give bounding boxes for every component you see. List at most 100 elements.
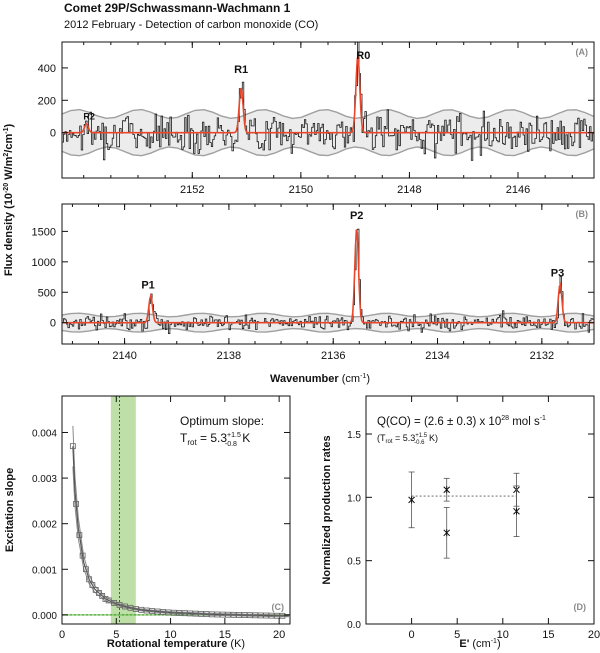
x-tick-label: 2140 [112, 350, 136, 362]
y-tick-label: 0.000 [32, 611, 57, 622]
model-fit-line [62, 229, 594, 324]
slope-point [160, 609, 166, 615]
optimum-slope-value: Trot = 5.3+1.5 -0.8 K [180, 431, 250, 448]
rate-point [513, 507, 520, 515]
slope-curve-upper [72, 425, 289, 616]
x-tick-label: 0 [59, 629, 65, 641]
slope-point [252, 612, 259, 619]
slope-point [187, 610, 194, 617]
y-tick-label: 1.5 [347, 430, 361, 441]
slope-point [105, 597, 112, 604]
optimum-slope-title: Optimum slope: [180, 414, 264, 428]
slope-point [69, 443, 76, 450]
x-tick-label: 2136 [321, 350, 345, 362]
y-tick-label: 0.0 [347, 620, 361, 631]
slope-point [76, 532, 83, 538]
flux-density-ylabel: Flux density (10-20 W/m2/cm-1) [3, 124, 15, 277]
slope-point [102, 596, 109, 602]
x-tick-label: 20 [588, 629, 600, 641]
x-tick-label: 0 [409, 629, 415, 641]
slope-point [230, 611, 237, 618]
y-tick-label: 1.0 [347, 493, 361, 504]
envelope-upper [61, 312, 595, 318]
energy-xlabel: E' (cm-1) [459, 638, 500, 650]
slope-point [111, 600, 118, 606]
x-tick-label: 2148 [397, 184, 421, 196]
y-tick-label: 0 [50, 318, 56, 330]
slope-point [99, 593, 106, 599]
peak-label-p1: P1 [141, 280, 154, 292]
temperature-xlabel: Rotational temperature (K) [107, 638, 245, 650]
slope-point [236, 612, 242, 618]
panel-letter: (B) [576, 209, 589, 219]
panel-b: 2140 2138 2136 2134 2132 0 500 1000 1500 P1 P2 P3 (B… [32, 203, 595, 362]
x-tick-label: 10 [164, 629, 176, 641]
slope-point [143, 607, 150, 614]
slope-point [89, 582, 96, 588]
slope-point [176, 610, 183, 616]
production-rate-annotation: Q(CO) = (2.6 ± 0.3) x 1028 mol s-1 [377, 415, 546, 428]
x-tick-label: 2132 [530, 350, 554, 362]
plot-frame [365, 395, 595, 625]
slope-point [225, 611, 232, 618]
wavenumber-xlabel: Wavenumber (cm-1) [270, 373, 370, 385]
peak-label-r0: R0 [356, 50, 370, 62]
peak-label-p3: P3 [551, 267, 564, 279]
slope-point [181, 610, 188, 617]
panel-d: 0 5 10 15 20 0.0 0.5 1.0 1.5 E' (cm-1) Normalized … [321, 395, 600, 650]
slope-point [79, 552, 86, 559]
x-tick-label: 2146 [506, 184, 530, 196]
x-tick-label: 5 [113, 629, 119, 641]
envelope-upper [61, 108, 595, 120]
slope-point [198, 610, 204, 617]
y-tick-label: 1000 [32, 257, 56, 269]
plot-frame [61, 203, 595, 345]
x-tick-label: 2134 [425, 350, 449, 362]
rate-point [443, 486, 451, 494]
y-tick-label: 200 [38, 95, 56, 107]
slope-point [138, 606, 145, 613]
rate-point [443, 529, 451, 537]
panel-letter: (C) [272, 602, 285, 612]
x-tick-label: 15 [219, 629, 231, 641]
x-tick-label: 10 [497, 629, 509, 641]
panel-letter: (D) [574, 602, 587, 612]
x-tick-label: 5 [454, 629, 460, 641]
peak-label-r2: R2 [83, 112, 95, 122]
slope-point [165, 609, 172, 616]
slope-point [132, 606, 139, 612]
slope-point [246, 612, 253, 619]
slope-point [279, 612, 286, 619]
slope-point [263, 612, 270, 619]
rate-point [408, 496, 415, 504]
slope-point [170, 609, 177, 616]
figure-title: Comet 29P/Schwassmann-Wachmann 1 [64, 1, 291, 15]
figure-subtitle: 2012 February - Detection of carbon mono… [64, 19, 318, 31]
x-tick-label: 2138 [217, 350, 241, 362]
rotational-temperature-annotation: (Trot = 5.3+1.5 -0.6 K) [377, 433, 438, 446]
slope-point [219, 611, 226, 618]
model-fit-line [62, 55, 594, 134]
slope-curve-lower [72, 466, 289, 618]
slope-point [268, 612, 275, 619]
slope-point [208, 611, 215, 618]
excitation-slope-ylabel: Excitation slope [4, 468, 16, 552]
y-tick-label: 1500 [32, 226, 56, 238]
slope-point [241, 612, 248, 618]
slope-point [86, 576, 93, 583]
y-tick-label: 400 [38, 63, 56, 75]
panel-a: 2152 2150 2148 2146 0 200 400 R2 R1 R0 (A) [38, 41, 595, 196]
slope-point [192, 610, 199, 617]
temperature-uncertainty-band [110, 396, 136, 624]
envelope-lower [61, 146, 595, 157]
x-tick-label: 2152 [180, 184, 204, 196]
envelope-lower [61, 327, 595, 333]
slope-point [274, 612, 280, 619]
peak-label-p2: P2 [350, 210, 363, 222]
slope-point [116, 601, 123, 608]
slope-point [92, 586, 99, 593]
y-tick-label: 0.004 [32, 428, 57, 439]
slope-point [257, 612, 264, 619]
slope-point [214, 611, 221, 618]
